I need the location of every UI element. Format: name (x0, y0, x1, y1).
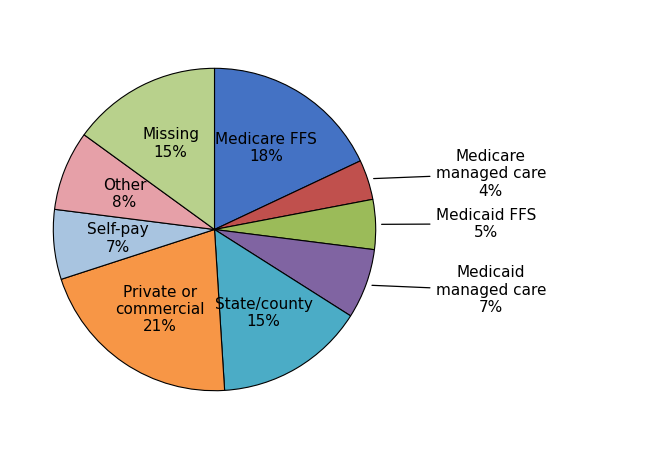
Wedge shape (84, 68, 214, 229)
Text: State/county
15%: State/county 15% (214, 297, 313, 329)
Text: Self-pay
7%: Self-pay 7% (87, 223, 149, 255)
Wedge shape (214, 161, 373, 230)
Wedge shape (55, 135, 214, 230)
Text: Missing
15%: Missing 15% (142, 127, 199, 160)
Text: Medicare
managed care
4%: Medicare managed care 4% (374, 149, 546, 199)
Text: Private or
commercial
21%: Private or commercial 21% (116, 285, 205, 335)
Text: Medicaid
managed care
7%: Medicaid managed care 7% (372, 265, 546, 315)
Text: Medicare FFS
18%: Medicare FFS 18% (215, 132, 317, 164)
Wedge shape (214, 68, 360, 229)
Wedge shape (214, 230, 374, 316)
Wedge shape (61, 230, 225, 391)
Text: Medicaid FFS
5%: Medicaid FFS 5% (382, 207, 536, 240)
Text: Other
8%: Other 8% (103, 178, 146, 210)
Wedge shape (214, 230, 350, 391)
Wedge shape (214, 199, 376, 250)
Wedge shape (53, 209, 214, 280)
